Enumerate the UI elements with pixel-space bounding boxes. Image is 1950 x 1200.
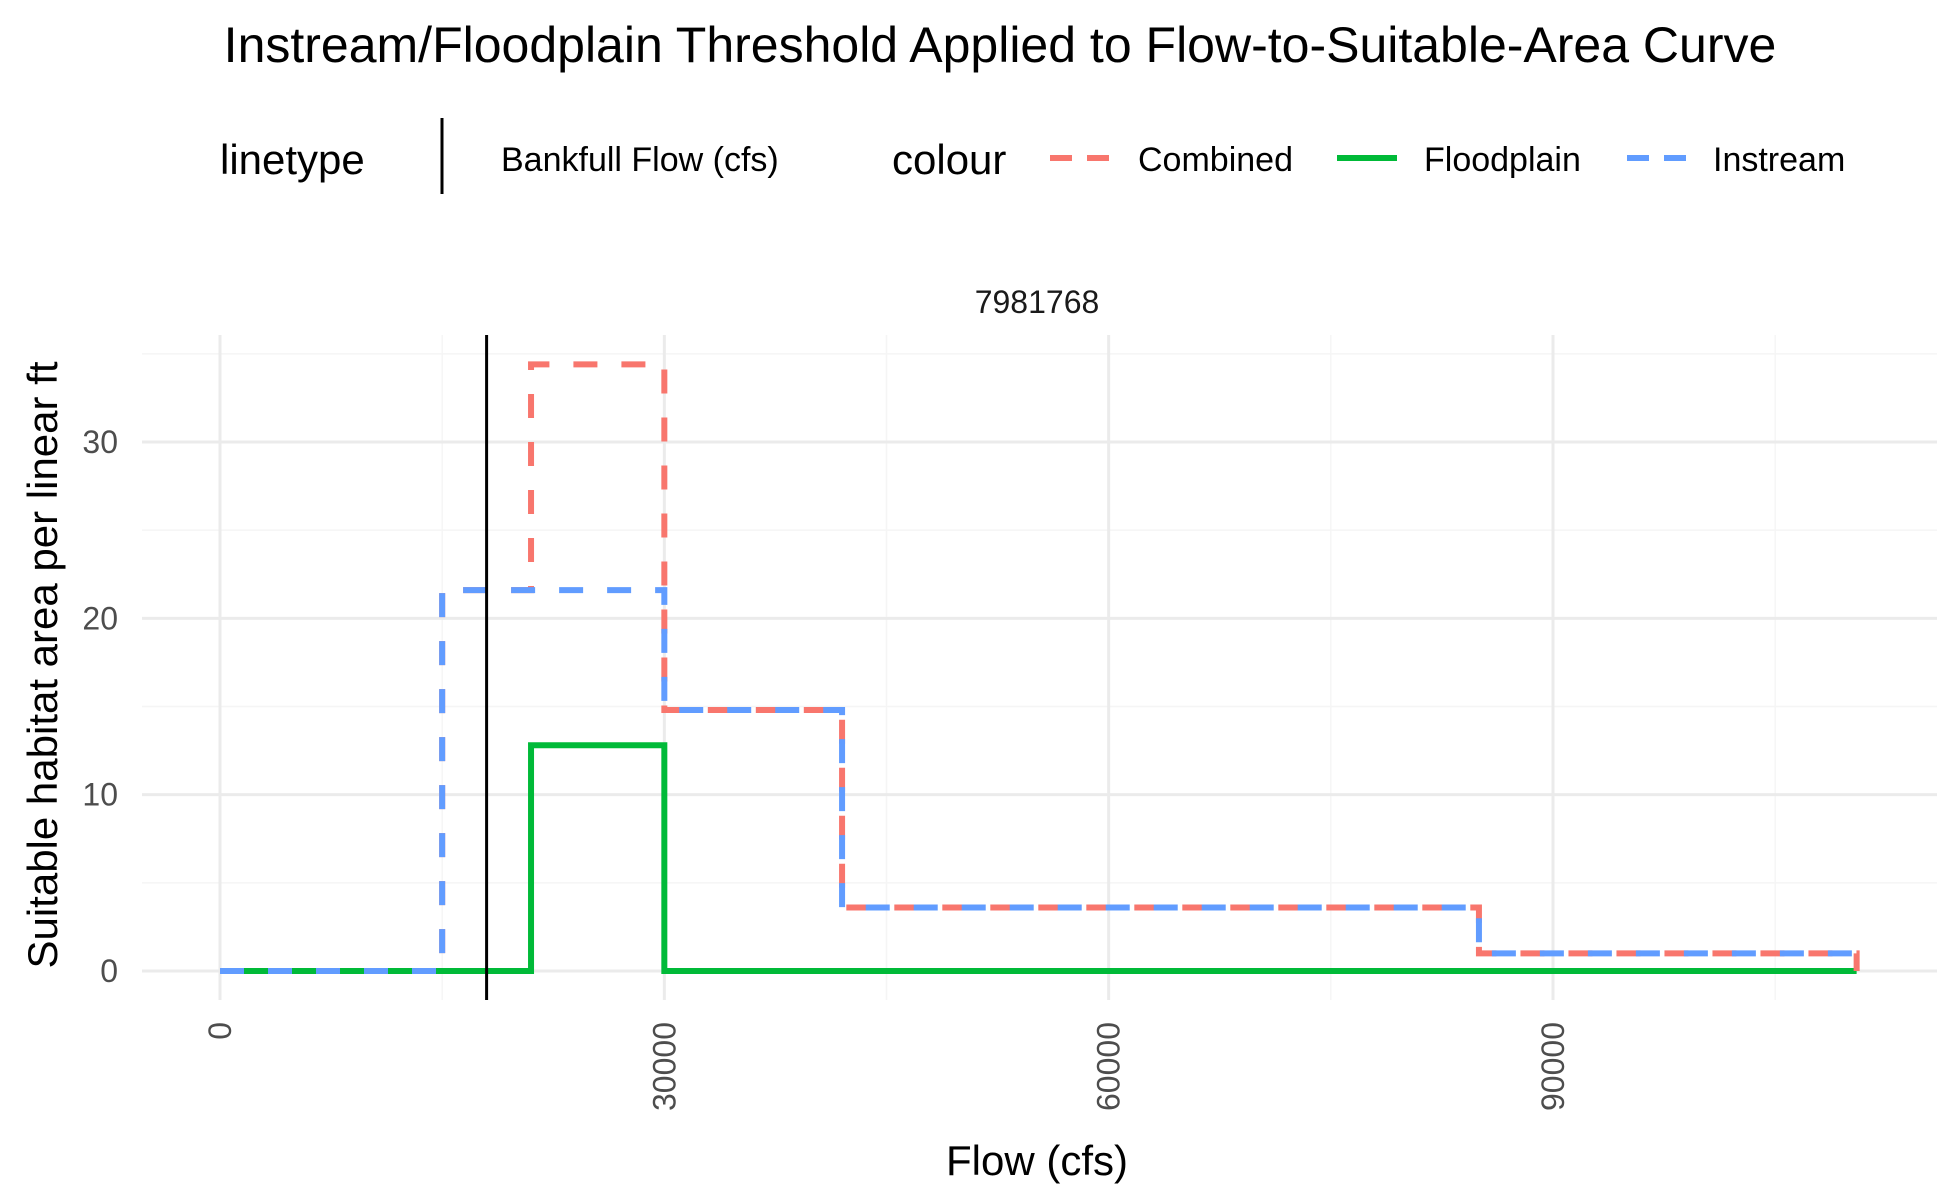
facet-strip-label: 7981768 <box>975 284 1100 320</box>
legend-label-bankfull-flow: Bankfull Flow (cfs) <box>501 141 779 179</box>
x-tick-label: 60000 <box>1091 1022 1127 1111</box>
legend-linetype-title: linetype <box>220 136 365 183</box>
x-tick-label: 0 <box>202 1022 238 1040</box>
legend-colour-title: colour <box>892 136 1006 183</box>
legend: linetype Bankfull Flow (cfs) colour Comb… <box>220 118 1845 194</box>
y-tick-label: 30 <box>82 424 118 460</box>
y-tick-label: 10 <box>82 777 118 813</box>
legend-label-floodplain: Floodplain <box>1424 141 1581 179</box>
series-line-floodplain <box>220 742 1857 974</box>
series-line-instream <box>220 587 1857 974</box>
plot-panel <box>142 335 1937 1000</box>
series-layer <box>220 361 1860 974</box>
legend-label-combined: Combined <box>1138 141 1293 179</box>
legend-label-instream: Instream <box>1713 141 1845 179</box>
x-tick-label: 30000 <box>646 1022 682 1111</box>
y-tick-label: 0 <box>100 953 118 989</box>
grid-lines <box>142 335 1937 1000</box>
y-axis-title: Suitable habitat area per linear ft <box>19 361 66 968</box>
series-line-combined <box>220 361 1860 974</box>
y-tick-label: 20 <box>82 600 118 636</box>
y-axis: 0 10 20 30 <box>82 424 118 989</box>
x-tick-label: 90000 <box>1535 1022 1571 1111</box>
chart-title: Instream/Floodplain Threshold Applied to… <box>224 17 1777 73</box>
x-axis: 0 30000 60000 90000 <box>202 1022 1571 1111</box>
x-axis-title: Flow (cfs) <box>946 1137 1128 1184</box>
